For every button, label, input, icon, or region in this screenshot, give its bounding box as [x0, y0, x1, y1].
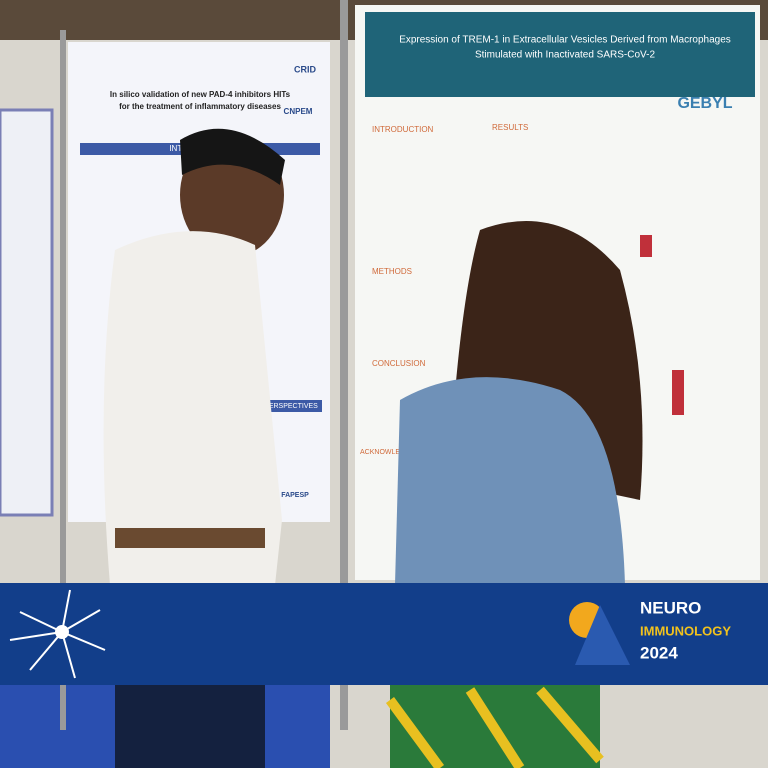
poster-title: Expression of TREM-1 in Extracellular Ve…	[399, 35, 731, 46]
poster-far-left	[0, 108, 54, 517]
banner-year: 2024	[640, 643, 678, 662]
man-pants	[115, 685, 265, 768]
banner	[0, 583, 768, 685]
banner-title: NEURO	[640, 598, 701, 617]
section-heading: INTRODUCTION	[372, 125, 434, 134]
man-shirt	[103, 231, 282, 585]
stand-pole	[60, 30, 66, 730]
banner-subtitle: IMMUNOLOGY	[640, 623, 731, 638]
figure-bar	[672, 370, 684, 415]
skirt-pattern	[385, 686, 604, 768]
poster-title: for the treatment of inflammatory diseas…	[119, 102, 281, 111]
figure-bar	[640, 235, 652, 257]
poster-title: In silico validation of new PAD-4 inhibi…	[110, 90, 291, 99]
logo: CRID	[294, 64, 316, 74]
section-heading: CONCLUSION	[372, 359, 426, 368]
logo: FAPESP	[281, 492, 309, 499]
neuron-icon	[9, 589, 106, 679]
logo-shape	[575, 605, 630, 665]
section-heading: ACKNOWLEDGMENTS	[360, 449, 435, 456]
woman-jacket	[395, 377, 625, 585]
section-bar	[260, 400, 322, 412]
poster-title: Stimulated with Inactivated SARS-CoV-2	[475, 50, 656, 61]
section-heading: PERSPECTIVES	[264, 403, 318, 410]
poster-header	[365, 12, 755, 97]
logo: GEBYL	[677, 95, 732, 112]
logo: CNPEM	[284, 107, 313, 116]
section-heading: RESULTS	[492, 123, 528, 132]
man-belt	[115, 528, 265, 548]
section-heading: METHODS	[372, 267, 412, 276]
stand-pole	[340, 0, 348, 730]
man-hair	[180, 128, 285, 185]
